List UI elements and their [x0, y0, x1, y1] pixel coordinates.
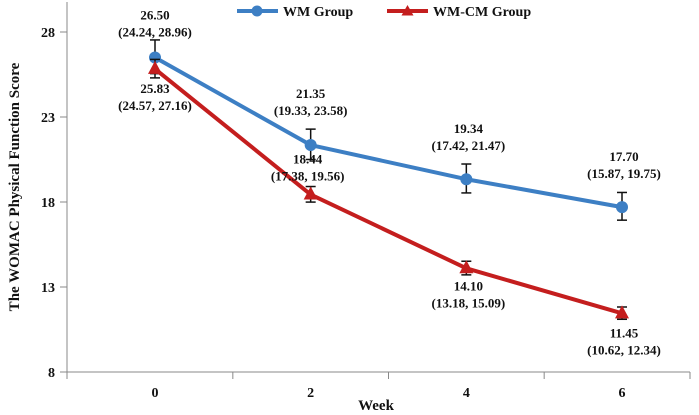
data-point — [149, 51, 161, 64]
data-label-ci: (24.57, 27.16) — [118, 98, 192, 113]
data-label-value: 19.34 — [454, 121, 484, 136]
data-label-ci: (17.42, 21.47) — [431, 138, 505, 153]
series-line — [154, 55, 623, 210]
y-tick-label: 28 — [41, 26, 55, 41]
data-point — [303, 186, 318, 200]
data-label-value: 21.35 — [296, 86, 326, 101]
data-point — [460, 173, 473, 186]
data-point — [148, 60, 162, 74]
y-ticks: 8 13 18 23 28 — [41, 26, 67, 381]
data-point — [459, 260, 474, 274]
y-tick-label: 8 — [48, 366, 55, 381]
series-layer: 26.50 (24.24, 28.96) 21.35 (19.33, 23.58) 19… — [118, 8, 661, 358]
data-label-ci: (19.33, 23.58) — [274, 103, 348, 118]
x-axis-title: Week — [358, 398, 394, 414]
x-ticks: 0 2 4 6 — [66, 372, 626, 401]
x-tick-label: 2 — [307, 386, 314, 401]
data-label-value: 11.45 — [610, 325, 639, 340]
data-label-ci: (13.18, 15.09) — [431, 295, 505, 310]
x-tick-label: 6 — [619, 386, 626, 401]
legend: WM Group WM-CM Group — [237, 5, 531, 20]
y-tick-label: 23 — [41, 111, 55, 126]
axes — [66, 2, 691, 379]
data-label-value: 17.70 — [609, 149, 638, 164]
data-point — [304, 139, 317, 152]
y-tick-label: 13 — [41, 281, 55, 296]
y-axis-title: The WOMAC Physical Function Score — [7, 62, 23, 311]
data-label-ci: (15.87, 19.75) — [587, 166, 661, 181]
data-point — [615, 305, 629, 319]
legend-wm-marker — [251, 5, 263, 17]
series-wm: 26.50 (24.24, 28.96) 21.35 (19.33, 23.58) 19… — [118, 8, 661, 221]
x-tick-label: 0 — [152, 386, 159, 401]
data-label-ci: (24.24, 28.96) — [118, 25, 192, 40]
data-label-ci: (17.38, 19.56) — [271, 169, 345, 184]
data-point — [616, 201, 628, 214]
x-tick-label: 4 — [463, 386, 470, 401]
legend-wmcm-label: WM-CM Group — [433, 5, 531, 20]
data-label-value: 14.10 — [454, 278, 483, 293]
data-label-value: 25.83 — [140, 81, 170, 96]
data-label-value: 18.44 — [293, 152, 323, 167]
legend-wmcm-marker — [401, 5, 414, 16]
series-wm-cm: 25.83 (24.57, 27.16) 18.44 (17.38, 19.56) 14… — [118, 58, 661, 357]
data-label-ci: (10.62, 12.34) — [587, 342, 661, 357]
legend-wm-label: WM Group — [283, 5, 353, 20]
series-line — [153, 67, 623, 316]
y-tick-label: 18 — [41, 196, 55, 211]
data-label-value: 26.50 — [140, 8, 169, 23]
